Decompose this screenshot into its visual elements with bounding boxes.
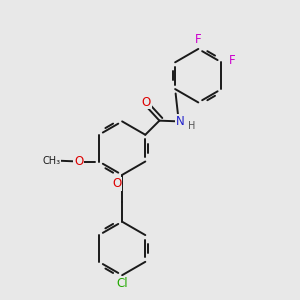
Text: F: F	[195, 33, 202, 46]
Text: CH₃: CH₃	[43, 156, 61, 166]
Text: F: F	[229, 54, 235, 67]
Text: H: H	[188, 121, 195, 131]
Text: N: N	[176, 115, 184, 128]
Text: O: O	[74, 154, 83, 168]
Text: O: O	[112, 177, 122, 190]
Text: Cl: Cl	[116, 277, 128, 290]
Text: O: O	[142, 96, 151, 109]
Text: Cl: Cl	[116, 277, 128, 290]
